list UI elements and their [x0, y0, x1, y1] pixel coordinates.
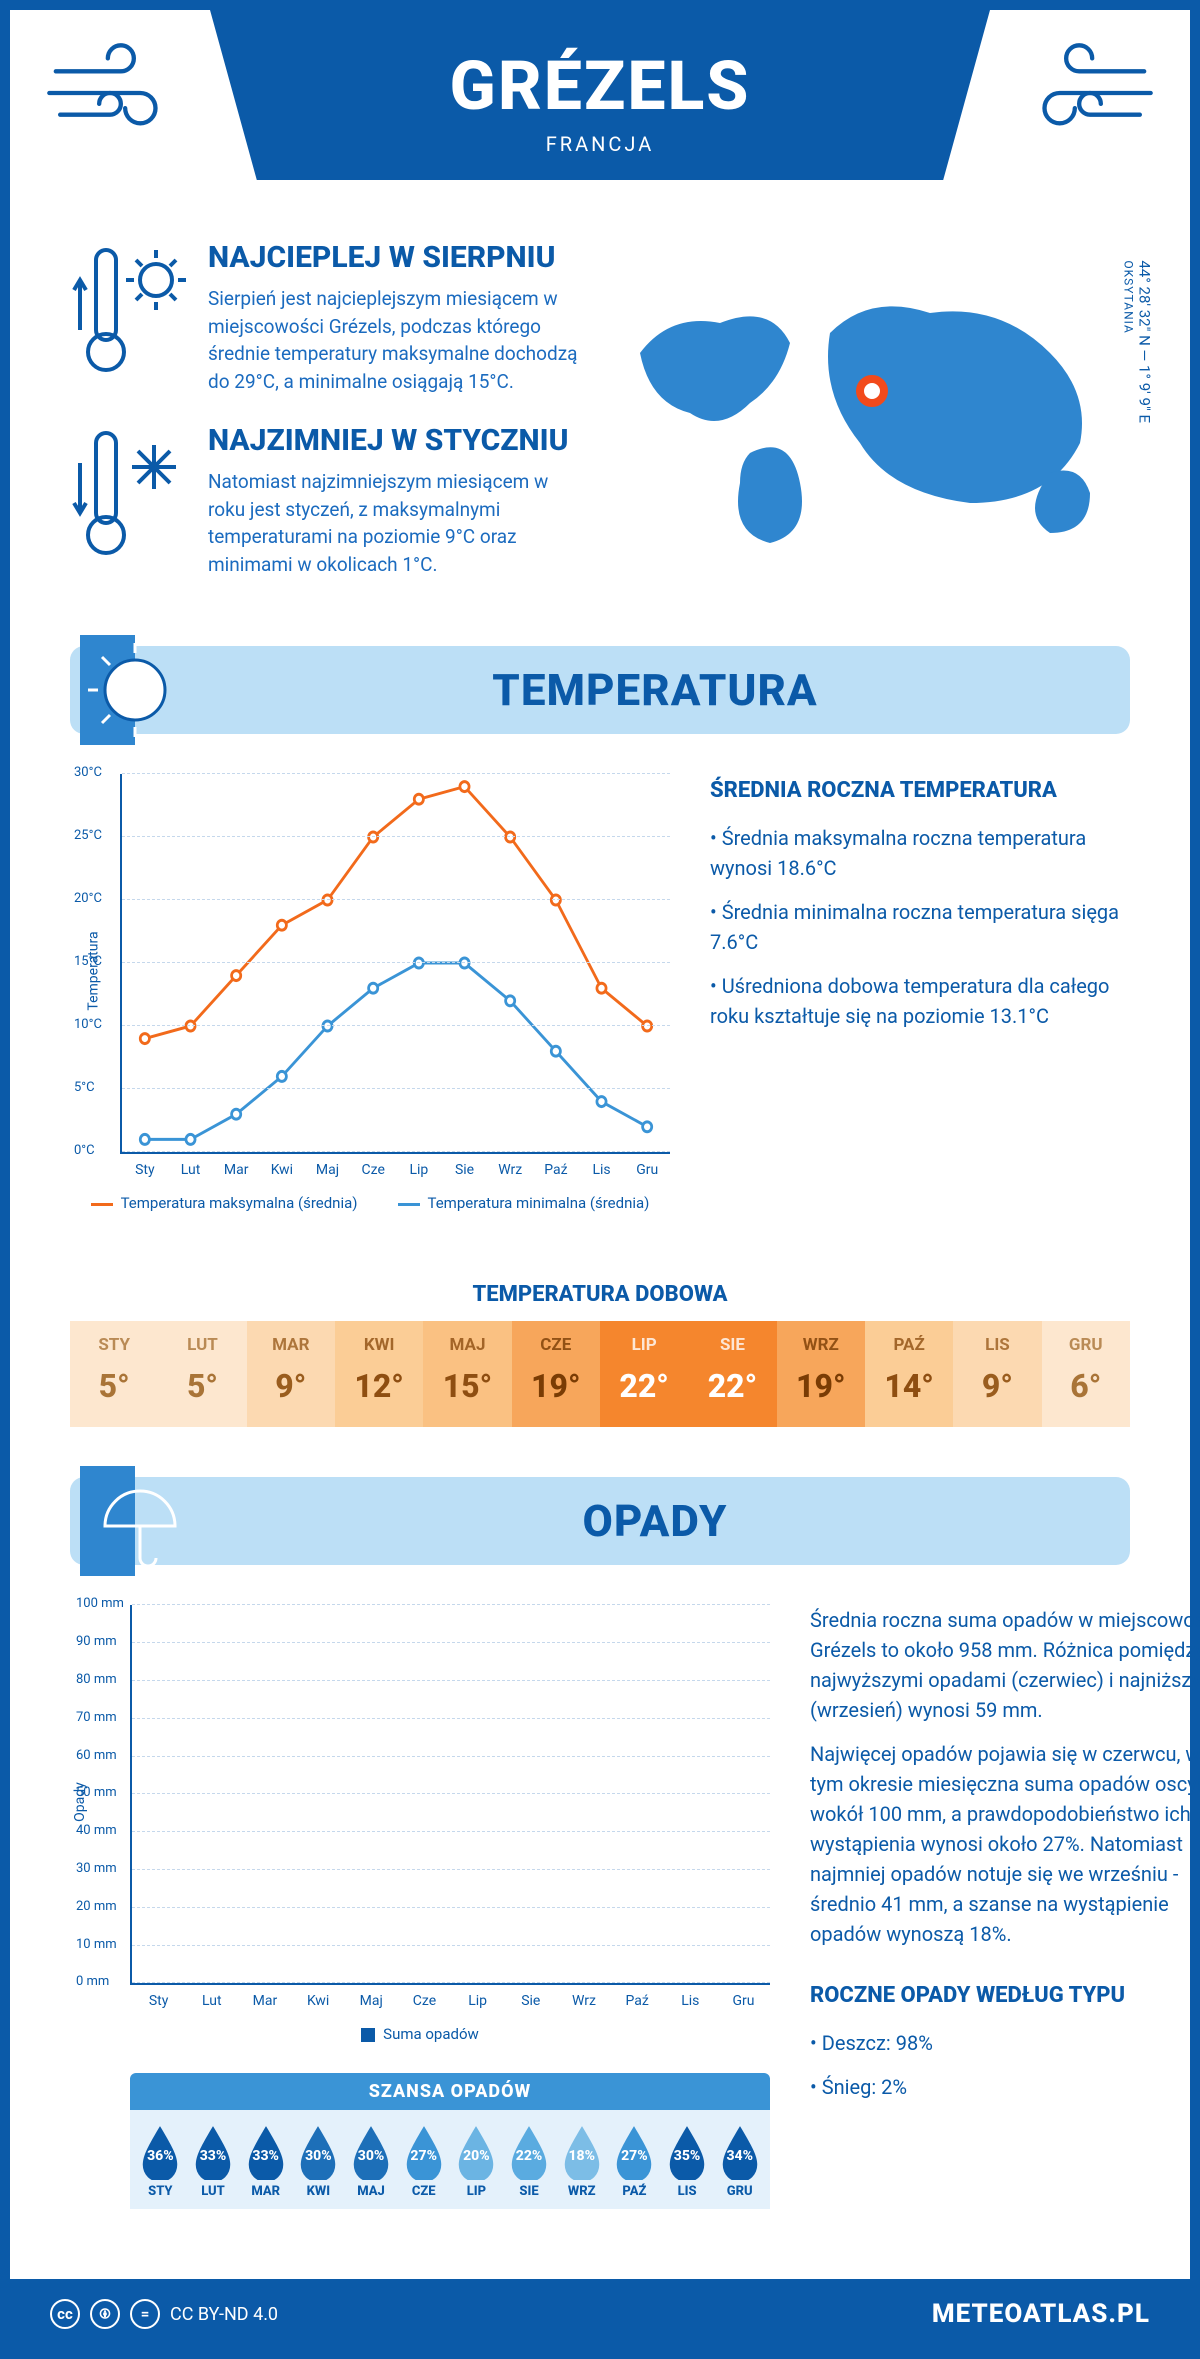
temp-ylabel: Temperatura — [86, 932, 102, 1011]
precip-type-l0: • Deszcz: 98% — [810, 2028, 1200, 2058]
temp-section-title: TEMPERATURA — [200, 664, 1110, 716]
precip-type-heading: ROCZNE OPADY WEDŁUG TYPU — [810, 1979, 1200, 2012]
precip-legend: Suma opadów — [70, 2025, 770, 2043]
temp-summary-l1: • Średnia minimalna roczna temperatura s… — [710, 897, 1130, 957]
page-subtitle: FRANCJA — [230, 132, 970, 156]
fact-warmest: NAJCIEPLEJ W SIERPNIU Sierpień jest najc… — [70, 240, 580, 395]
section-temperature: TEMPERATURA — [70, 646, 1130, 734]
header: GRÉZELS FRANCJA — [10, 10, 1190, 230]
temp-legend: Temperatura maksymalna (średnia) Tempera… — [70, 1194, 670, 1212]
precip-summary: Średnia roczna suma opadów w miejscowośc… — [810, 1605, 1200, 2209]
chance-drops: 36%STY33%LUT33%MAR30%KWI30%MAJ27%CZE20%L… — [130, 2110, 770, 2209]
by-icon: 🅯 — [90, 2299, 120, 2329]
fact-cold-body: Natomiast najzimniejszym miesiącem w rok… — [208, 468, 580, 578]
fact-warm-body: Sierpień jest najcieplejszym miesiącem w… — [208, 285, 580, 395]
temp-summary-l0: • Średnia maksymalna roczna temperatura … — [710, 823, 1130, 883]
precip-type-l1: • Śnieg: 2% — [810, 2072, 1200, 2102]
license-badges: cc 🅯 = CC BY-ND 4.0 — [50, 2299, 278, 2329]
wind-ornament-left — [10, 10, 210, 230]
temp-summary: ŚREDNIA ROCZNA TEMPERATURA • Średnia mak… — [710, 774, 1130, 1212]
daily-temp-table: STY5°LUT5°MAR9°KWI12°MAJ15°CZE19°LIP22°S… — [70, 1321, 1130, 1427]
sun-icon — [80, 635, 190, 745]
nd-icon: = — [130, 2299, 160, 2329]
fact-warm-title: NAJCIEPLEJ W SIERPNIU — [208, 240, 580, 275]
page-title: GRÉZELS — [230, 46, 970, 126]
chance-heading: SZANSA OPADÓW — [130, 2073, 770, 2110]
title-band: GRÉZELS FRANCJA — [210, 10, 990, 180]
fact-coldest: NAJZIMNIEJ W STYCZNIU Natomiast najzimni… — [70, 423, 580, 578]
coords-text: 44° 28' 32" N — 1° 9' 9" E — [1136, 261, 1154, 424]
precip-bar-chart: Opady StyLutMarKwiMajCzeLipSieWrzPaźLisG… — [130, 1605, 770, 1985]
world-map: 44° 28' 32" N — 1° 9' 9" E OKSYTANIA — [610, 240, 1130, 606]
region-text: OKSYTANIA — [1122, 261, 1136, 424]
temp-summary-l2: • Uśredniona dobowa temperatura dla całe… — [710, 971, 1130, 1031]
daily-temp-heading: TEMPERATURA DOBOWA — [10, 1282, 1190, 1307]
cc-icon: cc — [50, 2299, 80, 2329]
wind-ornament-right — [990, 10, 1190, 230]
thermometer-snow-icon — [70, 423, 190, 578]
footer: cc 🅯 = CC BY-ND 4.0 METEOATLAS.PL — [10, 2279, 1190, 2349]
footer-brand: METEOATLAS.PL — [932, 2299, 1150, 2329]
legend-max: Temperatura maksymalna (średnia) — [91, 1194, 358, 1212]
temp-summary-heading: ŚREDNIA ROCZNA TEMPERATURA — [710, 774, 1130, 807]
temperature-line-chart: Temperatura StyLutMarKwiMajCzeLipSieWrzP… — [120, 774, 670, 1154]
legend-min: Temperatura minimalna (średnia) — [398, 1194, 650, 1212]
thermometer-sun-icon — [70, 240, 190, 395]
precip-section-title: OPADY — [200, 1495, 1110, 1547]
precip-p1: Średnia roczna suma opadów w miejscowośc… — [810, 1605, 1200, 1725]
precip-p2: Najwięcej opadów pojawia się w czerwcu, … — [810, 1739, 1200, 1949]
umbrella-icon — [80, 1466, 190, 1576]
license-text: CC BY-ND 4.0 — [170, 2304, 278, 2325]
section-precip: OPADY — [70, 1477, 1130, 1565]
fact-cold-title: NAJZIMNIEJ W STYCZNIU — [208, 423, 580, 458]
